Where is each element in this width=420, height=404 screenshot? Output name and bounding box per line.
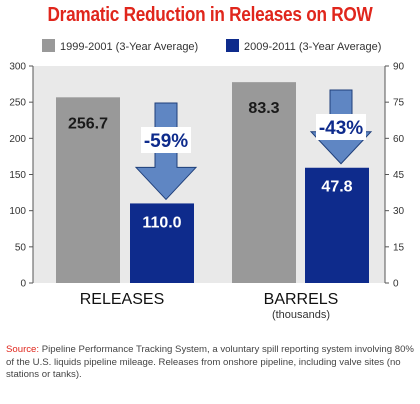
- left-tick-label: 100: [9, 206, 26, 217]
- left-tick-label: 50: [15, 242, 27, 253]
- right-tick-label: 90: [393, 62, 405, 73]
- category-sublabel-barrels: (thousands): [272, 309, 330, 321]
- left-tick-label: 0: [20, 279, 26, 290]
- data-label-barrels-series-2: 47.8: [321, 179, 352, 196]
- legend-item-series-1: 1999-2001 (3-Year Average): [42, 39, 198, 55]
- left-tick-label: 150: [9, 170, 26, 181]
- data-label-barrels-series-1: 83.3: [248, 100, 279, 117]
- legend-label-series-1: 1999-2001 (3-Year Average): [60, 41, 199, 53]
- category-label-releases: RELEASES: [80, 291, 164, 308]
- left-tick-label: 250: [9, 98, 26, 109]
- right-tick-label: 45: [393, 170, 405, 181]
- source-label: Source:: [6, 344, 40, 355]
- annotation-releases: -59%: [144, 131, 188, 152]
- data-label-releases-series-1: 256.7: [68, 115, 108, 132]
- right-tick-label: 15: [393, 242, 405, 253]
- data-label-releases-series-2: 110.0: [142, 214, 181, 231]
- bar-releases-series-1: [56, 97, 120, 283]
- annotation-box-releases: [141, 127, 191, 153]
- chart-svg: 0 50 100 150 200 250 300 0 15 30 45 60 75 90 256.7 110.…: [9, 62, 405, 322]
- right-tick-label: 75: [393, 98, 405, 109]
- annotation-barrels: -43%: [319, 118, 363, 139]
- legend-swatch-series-1: [42, 39, 55, 52]
- legend-item-series-2: 2009-2011 (3-Year Average): [226, 39, 381, 55]
- bar-releases-series-2: [130, 203, 194, 283]
- legend-label-series-2: 2009-2011 (3-Year Average): [244, 41, 382, 53]
- bar-barrels-series-1: [232, 82, 296, 283]
- bar-barrels-series-2: [305, 167, 369, 283]
- left-tick-label: 300: [9, 62, 26, 73]
- source-note: Source: Pipeline Performance Tracking Sy…: [6, 344, 416, 382]
- right-tick-label: 0: [393, 279, 399, 290]
- left-tick-label: 200: [9, 134, 26, 145]
- chart-title: Dramatic Reduction in Releases on ROW: [47, 4, 373, 26]
- category-label-barrels: BARRELS: [264, 291, 339, 308]
- source-text: Pipeline Performance Tracking System, a …: [6, 344, 414, 381]
- right-tick-label: 30: [393, 206, 405, 217]
- legend-swatch-series-2: [226, 39, 239, 52]
- right-tick-label: 60: [393, 134, 405, 145]
- annotation-box-barrels: [316, 114, 366, 140]
